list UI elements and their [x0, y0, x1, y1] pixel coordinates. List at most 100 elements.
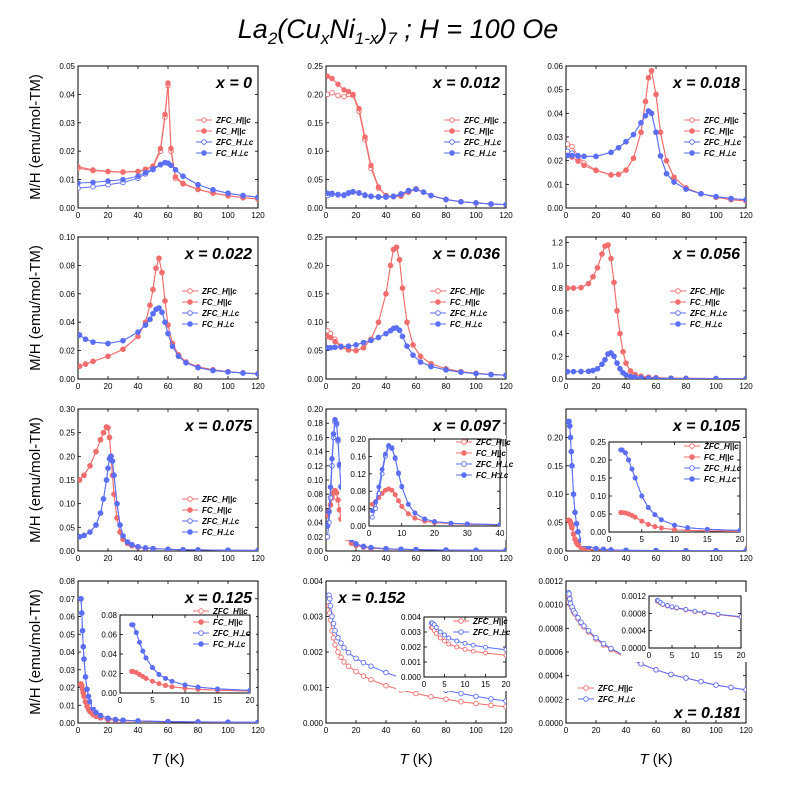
data-point-fc_h-perpc [195, 364, 201, 371]
x-axis-unit: (K) [649, 751, 673, 768]
data-point-fc_h-perpc [87, 529, 93, 535]
inset-y-tick-label: 0.04 [101, 650, 117, 659]
x-tick-label: 80 [194, 211, 203, 220]
y-tick-label: 0.0008 [539, 624, 564, 633]
x-tick-label: 20 [592, 726, 601, 735]
data-point-fc_h-perpc [458, 369, 464, 375]
inset-data-point-fc_h-perpc [386, 443, 392, 448]
data-point-zfc_h-perpc [383, 669, 389, 676]
legend-marker [201, 150, 207, 156]
data-point-fc_h-perpc [698, 191, 704, 197]
inset-y-tick-label: 0.04 [350, 505, 366, 514]
data-point-fc_h-parc [97, 437, 104, 443]
data-point-fc_h-parc [648, 67, 655, 74]
data-point-fc_h-perpc [105, 465, 111, 471]
data-point-fc_h-parc [162, 298, 168, 304]
legend-marker [449, 139, 455, 145]
title-part-cu: (Cu [277, 14, 321, 44]
data-point-fc_h-parc [78, 164, 81, 170]
inset-data-point-zfc_h-parc [668, 663, 672, 667]
title-sub-1-x: 1-x [355, 29, 379, 48]
legend-marker [449, 150, 455, 156]
data-point-fc_h-perpc [124, 539, 131, 545]
data-point-fc_h-perpc [345, 343, 352, 349]
series-group [78, 596, 258, 723]
legend-entry: FC_H⊥c [213, 640, 246, 649]
inset-x-tick-label: 5 [670, 651, 675, 660]
legend-marker [187, 518, 193, 524]
inset-data-point-zfc_h-perpc [715, 611, 721, 617]
data-point-fc_h-perpc [575, 528, 581, 535]
data-point-fc_h-parc [341, 87, 347, 93]
x-tick-label: 60 [412, 211, 421, 220]
inset-data-point-fc_h-perpc [658, 517, 664, 523]
data-point-zfc_h-perpc [326, 534, 331, 540]
data-point-fc_h-perpc [105, 340, 111, 347]
legend-marker [689, 465, 695, 471]
y-tick-label: 0.03 [547, 133, 563, 142]
y-tick-label: 0.0010 [539, 601, 564, 610]
x-tick-label: 120 [499, 554, 513, 563]
y-tick-label: 0.002 [303, 648, 324, 657]
inset-data-point-fc_h-parc [412, 515, 418, 521]
legend-entry: ZFC_H⊥c [215, 138, 254, 147]
inset-data-point-fc_h-parc [638, 691, 642, 695]
inset-x-tick-label: 0 [367, 529, 372, 538]
data-point-fc_h-perpc [615, 144, 622, 151]
x-tick-label: 40 [622, 554, 631, 563]
panel-label: x = 0.181 [673, 705, 741, 722]
data-point-fc_h-perpc [210, 367, 216, 374]
data-point-fc_h-perpc [142, 169, 149, 176]
inset-data-point-fc_h-perpc [737, 528, 740, 532]
x-tick-label: 0 [324, 382, 329, 391]
x-tick-label: 0 [76, 554, 81, 563]
inset-x-tick-label: 0 [118, 696, 123, 705]
data-point-fc_h-perpc [329, 190, 335, 196]
inset-data-point-fc_h-perpc [396, 470, 401, 476]
data-point-fc_h-parc [195, 186, 201, 193]
legend-marker [689, 128, 695, 134]
data-point-fc_h-perpc [327, 345, 334, 351]
data-point-zfc_h-perpc [743, 687, 746, 693]
data-point-fc_h-parc [105, 353, 111, 360]
data-point-zfc_h-perpc [638, 661, 644, 667]
data-point-fc_h-perpc [85, 693, 92, 700]
data-point-zfc_h-perpc [327, 603, 334, 609]
inset-data-point-zfc_h-parc [446, 641, 452, 647]
x-tick-label: 40 [134, 211, 143, 220]
inset-background [396, 613, 512, 691]
data-point-fc_h-parc [569, 524, 575, 531]
x-tick-label: 40 [382, 382, 391, 391]
data-point-fc_h-parc [90, 358, 96, 365]
data-point-fc_h-perpc [335, 191, 341, 198]
inset-background [92, 611, 256, 707]
data-point-fc_h-perpc [608, 149, 614, 156]
inset-data-point-fc_h-perpc [133, 630, 139, 635]
data-point-fc_h-perpc [255, 371, 258, 377]
inset-data-point-zfc_h-perpc [669, 604, 675, 610]
inset-plot: 0 5 10 15 20 0.0000 0.0004 0.0008 0.0012 [621, 592, 747, 662]
data-point-fc_h-parc [585, 280, 592, 287]
data-point-fc_h-perpc [375, 334, 382, 341]
y-tick-label: 0.05 [59, 630, 75, 639]
inset-data-point-fc_h-parc [156, 681, 162, 687]
inset-data-point-zfc_h-parc [483, 650, 488, 656]
data-point-fc_h-perpc [657, 153, 664, 159]
data-point-fc_h-perpc [225, 369, 231, 375]
x-tick-label: 80 [442, 726, 451, 735]
data-point-fc_h-perpc [129, 542, 135, 548]
data-point-zfc_h-parc [332, 642, 338, 648]
data-point-fc_h-perpc [668, 375, 674, 379]
inset-series-group [428, 620, 672, 667]
data-point-zfc_h-perpc [332, 627, 338, 634]
data-point-fc_h-perpc [578, 368, 584, 375]
inset-data-point-fc_h-perpc [143, 655, 149, 661]
data-point-fc_h-perpc [398, 191, 404, 197]
data-point-fc_h-perpc [396, 327, 403, 333]
legend-marker [675, 299, 681, 305]
y-tick-label: 0.003 [303, 613, 324, 622]
legend-entry: FC_H⊥c [690, 320, 723, 329]
data-point-fc_h-parc [663, 157, 670, 164]
data-point-fc_h-perpc [653, 129, 659, 136]
x-tick-label: 40 [622, 382, 631, 391]
